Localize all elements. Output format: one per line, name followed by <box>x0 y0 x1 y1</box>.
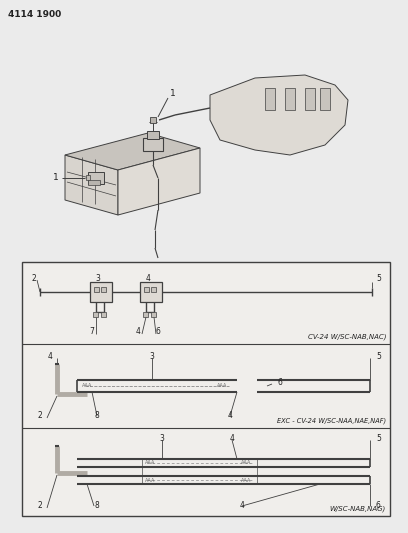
Bar <box>285 88 295 110</box>
Bar <box>143 312 148 317</box>
Text: 1: 1 <box>170 88 176 98</box>
Text: 6: 6 <box>376 501 381 510</box>
Text: AAA: AAA <box>145 478 155 483</box>
Text: 3: 3 <box>95 274 100 283</box>
Bar <box>88 172 104 184</box>
Bar <box>144 287 149 292</box>
Text: AAA: AAA <box>145 460 155 465</box>
Text: AAA: AAA <box>241 460 251 465</box>
Bar <box>140 282 162 302</box>
Text: AAA: AAA <box>82 383 92 388</box>
Bar <box>101 312 106 317</box>
Bar <box>94 287 99 292</box>
Bar <box>265 88 275 110</box>
Text: AAA: AAA <box>241 478 251 483</box>
Bar <box>150 117 156 123</box>
Text: 2: 2 <box>38 501 42 510</box>
Bar <box>93 312 98 317</box>
Text: CV-24 W/SC-NAB,NAC): CV-24 W/SC-NAB,NAC) <box>308 334 386 340</box>
Text: 4: 4 <box>135 327 140 336</box>
Bar <box>151 312 156 317</box>
Bar <box>90 282 112 302</box>
Polygon shape <box>65 133 200 170</box>
Text: 5: 5 <box>376 352 381 361</box>
Bar <box>147 131 159 139</box>
Text: 3: 3 <box>150 352 155 361</box>
Text: 3: 3 <box>160 434 164 443</box>
Bar <box>143 138 163 151</box>
Bar <box>320 88 330 110</box>
Text: 7: 7 <box>90 327 94 336</box>
Bar <box>86 175 90 180</box>
Bar <box>22 262 390 516</box>
Text: 2: 2 <box>32 274 37 283</box>
Bar <box>101 287 106 292</box>
Text: W/SC-NAB,NAG): W/SC-NAB,NAG) <box>330 505 386 512</box>
Text: 5: 5 <box>376 434 381 443</box>
Text: 4: 4 <box>230 434 235 443</box>
Text: 2: 2 <box>38 411 42 420</box>
Text: AAA: AAA <box>217 383 227 388</box>
Text: 1: 1 <box>53 174 59 182</box>
Bar <box>151 287 156 292</box>
Polygon shape <box>210 75 348 155</box>
Polygon shape <box>118 148 200 215</box>
Bar <box>142 459 257 484</box>
Text: 5: 5 <box>376 274 381 283</box>
Text: 4: 4 <box>239 501 244 510</box>
Bar <box>305 88 315 110</box>
Bar <box>88 180 100 185</box>
Text: 8: 8 <box>95 411 100 420</box>
Text: 6: 6 <box>277 378 282 387</box>
Text: 8: 8 <box>95 501 100 510</box>
Polygon shape <box>65 155 118 215</box>
Text: 4114 1900: 4114 1900 <box>8 10 61 19</box>
Text: 4: 4 <box>146 274 151 283</box>
Text: 4: 4 <box>48 352 53 361</box>
Text: EXC - CV-24 W/SC-NAA,NAE,NAF): EXC - CV-24 W/SC-NAA,NAE,NAF) <box>277 417 386 424</box>
Text: 6: 6 <box>155 327 160 336</box>
Text: 4: 4 <box>228 411 233 420</box>
